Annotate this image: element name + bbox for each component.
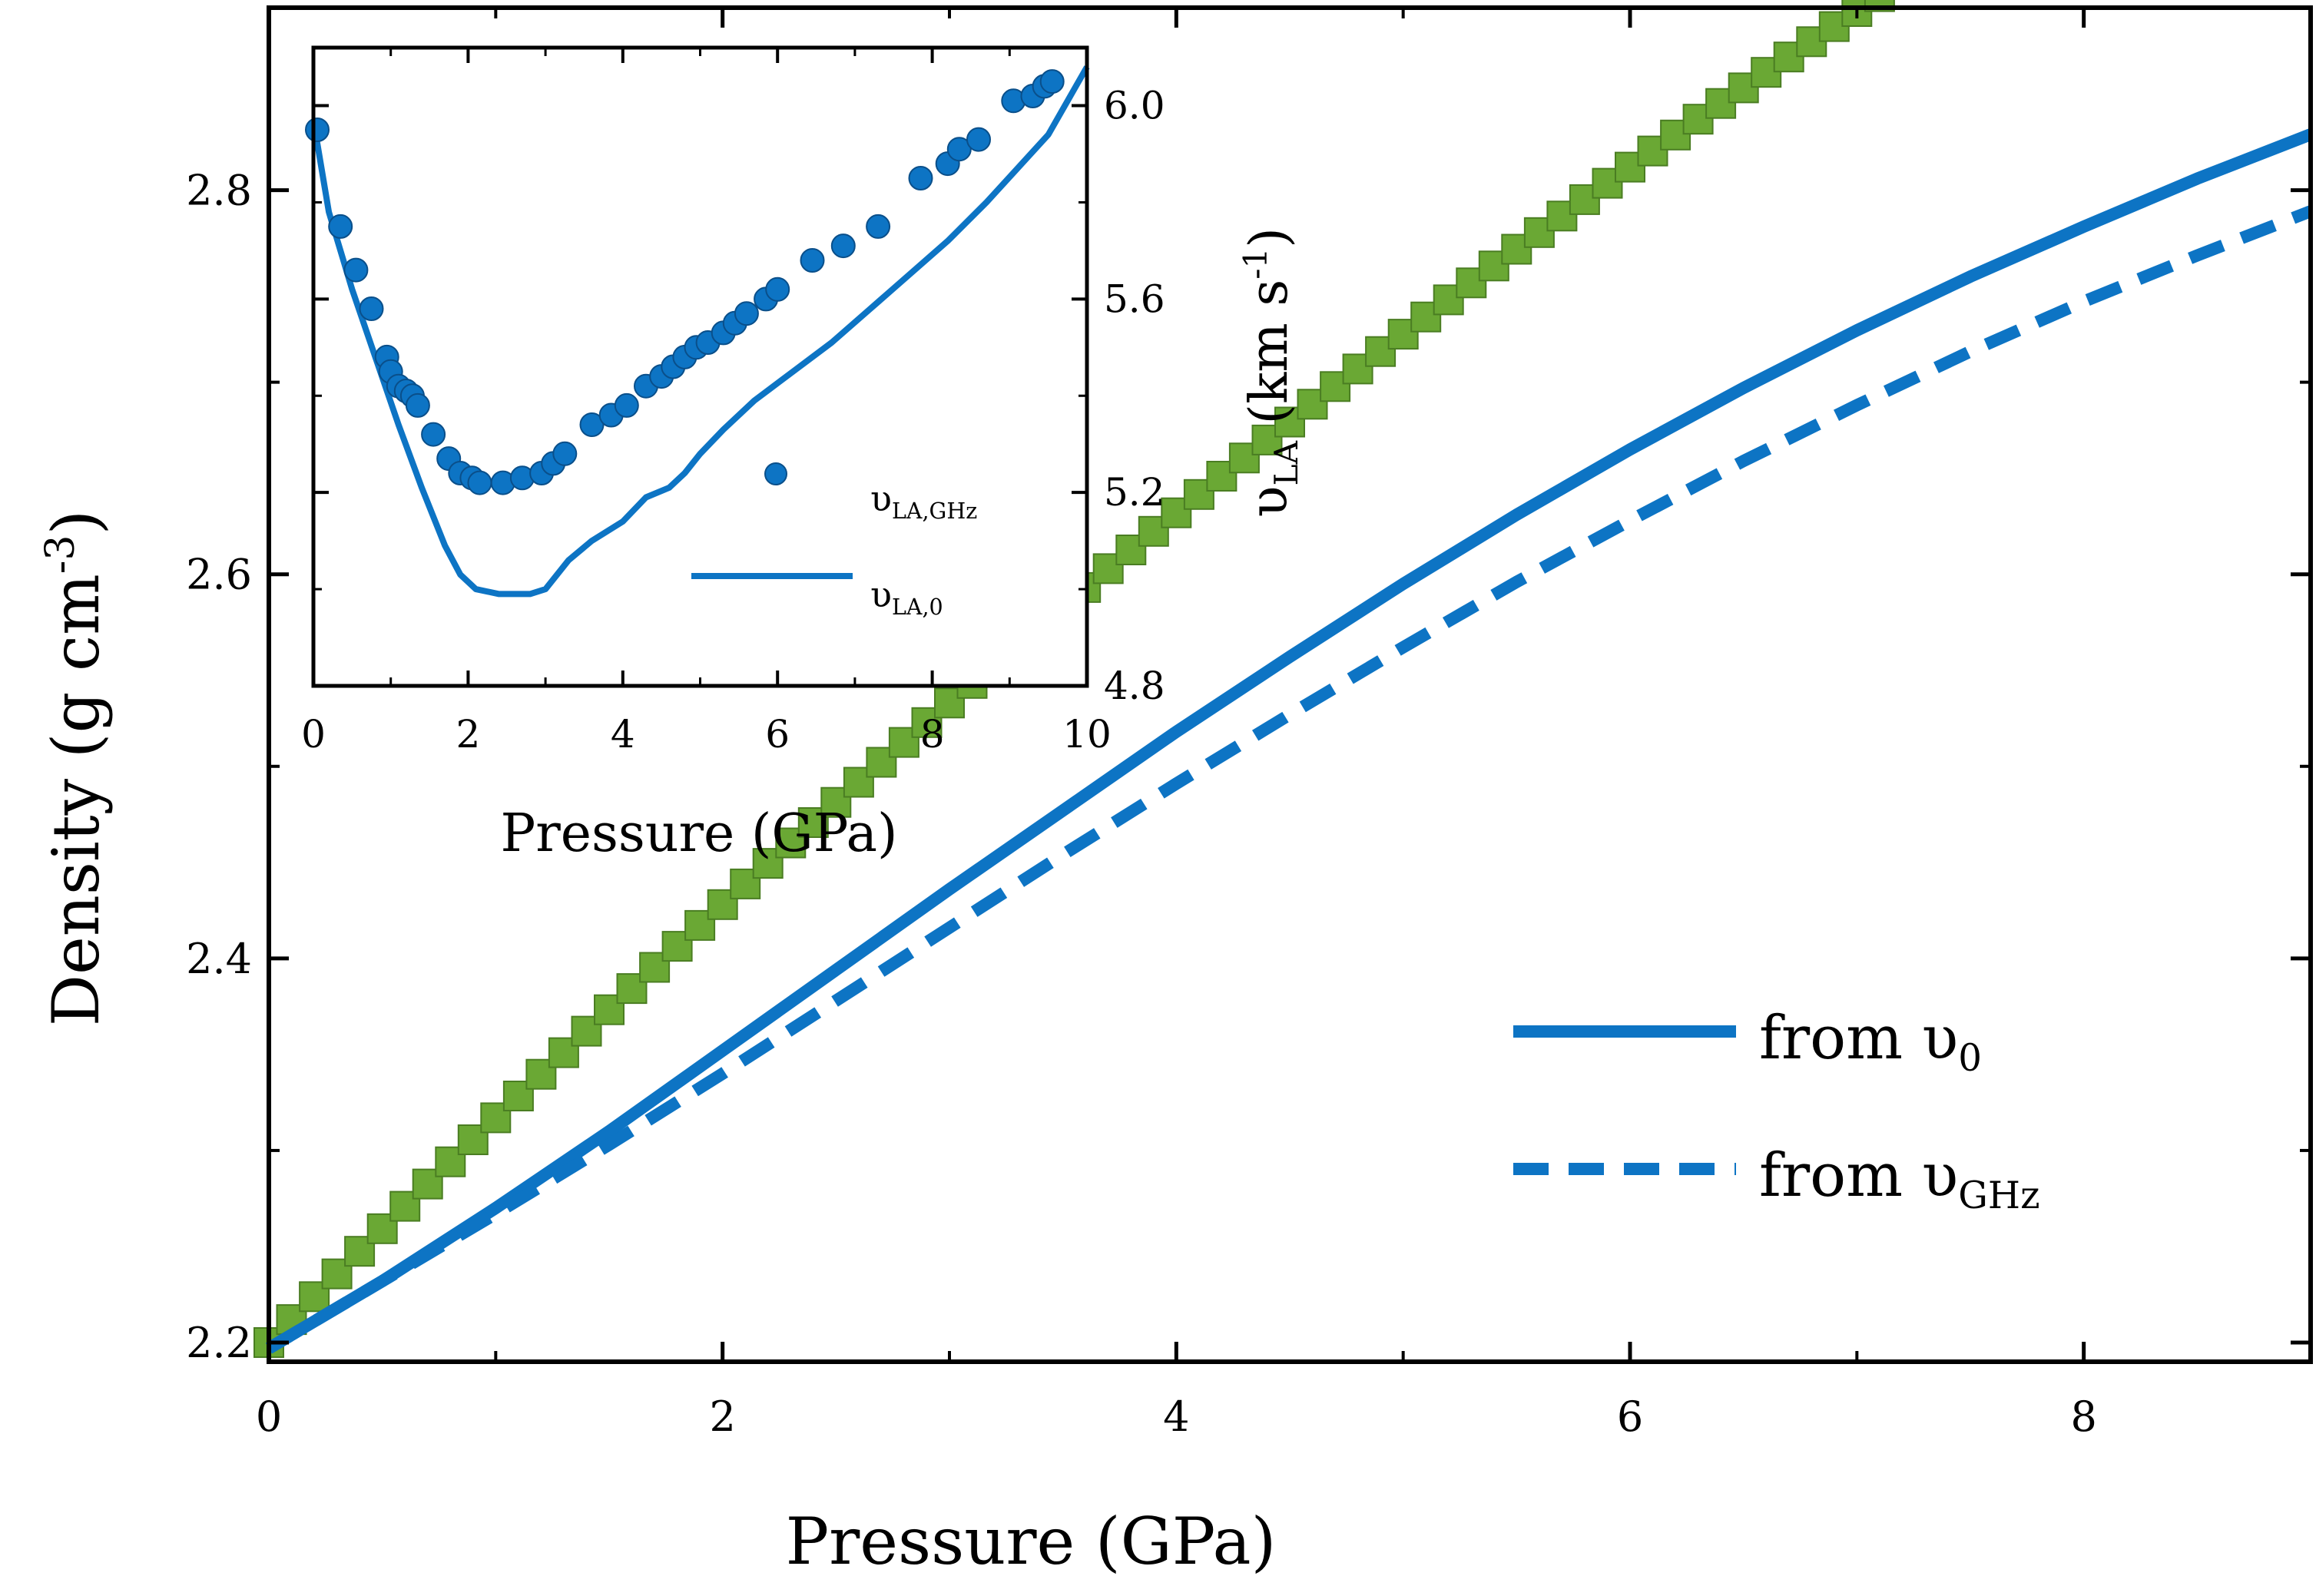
inset-plot: 0 2 4 6 8 104.8 5.2 5.6 6.0 Pressure (GPa) υLA (… xyxy=(301,45,1305,864)
inset-x-axis-title: Pressure (GPa) xyxy=(500,803,897,864)
square-marker xyxy=(1682,104,1714,135)
inset-legend-circle-label: υLA,GHz xyxy=(870,478,977,524)
inset-circle-marker xyxy=(405,392,430,418)
main-y-axis-title: Density (g cm-3) xyxy=(38,510,114,1027)
square-marker xyxy=(1274,406,1305,438)
inset-ticks xyxy=(312,48,1088,687)
main-tick-labels: 0 2 4 6 8 2.2 2.4 2.6 2.8 xyxy=(186,167,2097,1441)
inset-legend-circle-swatch xyxy=(764,462,787,485)
inset-y-tick-label: 6.0 xyxy=(1104,84,1165,128)
square-marker xyxy=(457,1124,489,1155)
inset-legend: υLA,GHz υLA,0 xyxy=(691,462,977,620)
inset-y-tick-label: 4.8 xyxy=(1104,664,1165,708)
inset-circle-marker xyxy=(946,137,972,162)
inset-circle-marker xyxy=(305,118,330,142)
y-tick-label: 2.4 xyxy=(186,935,252,983)
inset-tick-labels: 0 2 4 6 8 104.8 5.2 5.6 6.0 xyxy=(301,84,1165,757)
from-vghz-dashed-line xyxy=(265,205,2313,1354)
inset-x-tick-label: 10 xyxy=(1062,712,1112,757)
inset-circle-marker xyxy=(866,214,891,239)
inset-x-tick-label: 2 xyxy=(456,712,480,757)
square-marker xyxy=(1183,478,1214,510)
inset-circle-marker xyxy=(343,257,369,283)
x-tick-label: 6 xyxy=(1617,1392,1643,1441)
inset-x-tick-label: 8 xyxy=(920,712,945,757)
inset-circle-marker xyxy=(1039,69,1065,94)
y-tick-label: 2.6 xyxy=(186,551,252,599)
main-line-series xyxy=(265,128,2313,1354)
inset-x-tick-label: 4 xyxy=(611,712,635,757)
inset-circle-marker xyxy=(328,214,353,239)
inset-legend-line-label: υLA,0 xyxy=(870,574,943,620)
inset-y-tick-label: 5.2 xyxy=(1104,470,1165,515)
inset-vla0-line xyxy=(310,65,1090,598)
inset-circle-marker xyxy=(421,422,446,447)
inset-circle-marker xyxy=(800,248,825,273)
inset-circle-marker xyxy=(734,301,759,326)
inset-y-tick-label: 5.6 xyxy=(1104,276,1165,321)
inset-circle-marker xyxy=(830,233,856,259)
inset-circle-marker xyxy=(552,441,578,466)
square-marker xyxy=(480,1102,512,1134)
main-legend: from υ0 from υGHz xyxy=(1513,1004,2040,1217)
x-tick-label: 4 xyxy=(1163,1392,1189,1441)
square-marker xyxy=(866,747,897,778)
inset-circle-marker xyxy=(579,412,605,437)
inset-circle-marker xyxy=(614,392,639,418)
from-v0-solid-line xyxy=(265,128,2313,1354)
main-x-axis-title: Pressure (GPa) xyxy=(786,1504,1277,1579)
inset-x-tick-label: 0 xyxy=(301,712,326,757)
x-tick-label: 8 xyxy=(2070,1392,2096,1441)
legend-dashed-label: from υGHz xyxy=(1759,1141,2040,1217)
inset-circle-marker xyxy=(765,276,790,302)
inset-circle-marker xyxy=(908,166,933,190)
square-marker xyxy=(843,767,874,798)
main-plot-frame xyxy=(267,5,2313,1364)
y-tick-label: 2.2 xyxy=(186,1319,252,1367)
inset-circle-marker xyxy=(359,296,384,321)
inset-circle-marker xyxy=(966,127,991,152)
x-tick-label: 2 xyxy=(709,1392,735,1441)
legend-solid-label: from υ0 xyxy=(1759,1004,1982,1080)
inset-x-tick-label: 6 xyxy=(765,712,790,757)
inset-circle-marker xyxy=(467,470,492,495)
square-marker xyxy=(934,687,965,719)
inset-y-axis-title: υLA (km s-1) xyxy=(1237,227,1305,518)
square-marker xyxy=(344,1236,376,1267)
x-tick-label: 0 xyxy=(256,1392,282,1441)
y-tick-label: 2.8 xyxy=(186,167,252,215)
main-ticks xyxy=(267,8,2311,1362)
